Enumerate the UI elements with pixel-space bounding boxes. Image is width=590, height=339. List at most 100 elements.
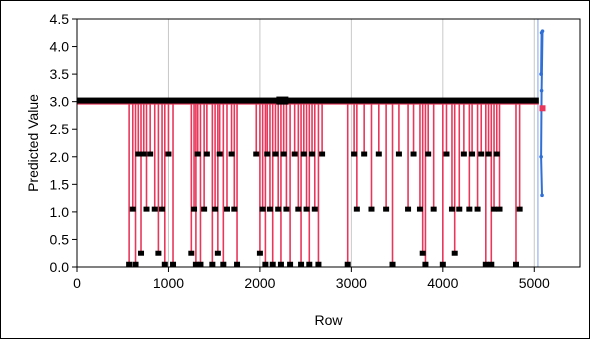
x-tick-label-1: 1000 bbox=[153, 275, 184, 291]
point-marker-11 bbox=[161, 261, 168, 267]
point-marker-9 bbox=[155, 250, 162, 256]
point-marker-78 bbox=[478, 151, 485, 157]
point-marker-75 bbox=[466, 206, 473, 212]
y-tick-label-2: 1.0 bbox=[50, 204, 70, 220]
plot-area bbox=[77, 30, 544, 265]
point-marker-22 bbox=[212, 206, 219, 212]
point-marker-50 bbox=[311, 206, 318, 212]
point-marker-47 bbox=[303, 206, 310, 212]
point-marker-24 bbox=[216, 151, 223, 157]
point-marker-2 bbox=[132, 261, 139, 267]
blue-series-point-2 bbox=[540, 29, 545, 33]
x-tick-label-0: 0 bbox=[73, 275, 81, 291]
point-marker-77 bbox=[474, 206, 481, 212]
point-marker-33 bbox=[262, 261, 269, 267]
point-marker-10 bbox=[159, 206, 166, 212]
point-marker-51 bbox=[315, 261, 322, 267]
point-marker-17 bbox=[194, 151, 201, 157]
x-axis-title: Row bbox=[314, 312, 343, 328]
point-marker-28 bbox=[231, 206, 238, 212]
point-marker-64 bbox=[416, 206, 423, 212]
blue-series-point-5 bbox=[540, 193, 544, 198]
point-marker-67 bbox=[425, 151, 432, 157]
point-marker-3 bbox=[135, 151, 142, 157]
y-tick-label-9: 4.5 bbox=[50, 11, 70, 27]
point-marker-72 bbox=[451, 250, 458, 256]
point-marker-71 bbox=[448, 206, 455, 212]
point-marker-49 bbox=[309, 151, 316, 157]
point-marker-74 bbox=[460, 151, 467, 157]
point-marker-55 bbox=[353, 206, 360, 212]
point-marker-26 bbox=[223, 206, 230, 212]
x-tick-label-5: 5000 bbox=[519, 275, 550, 291]
point-marker-31 bbox=[256, 250, 263, 256]
point-marker-5 bbox=[140, 151, 147, 157]
point-marker-60 bbox=[389, 261, 396, 267]
point-marker-56 bbox=[361, 151, 368, 157]
end-point-marker bbox=[539, 105, 546, 112]
blue-series-point-0 bbox=[539, 72, 543, 76]
x-tick-label-3: 3000 bbox=[336, 275, 367, 291]
point-marker-25 bbox=[220, 261, 227, 267]
point-marker-15 bbox=[191, 206, 198, 212]
point-marker-79 bbox=[482, 261, 489, 267]
base-level-markers bbox=[77, 97, 539, 104]
blue-series-point-3 bbox=[539, 88, 544, 93]
point-marker-84 bbox=[496, 206, 503, 212]
point-marker-68 bbox=[430, 206, 437, 212]
point-marker-69 bbox=[439, 261, 446, 267]
point-marker-18 bbox=[197, 261, 204, 267]
point-marker-86 bbox=[516, 206, 523, 212]
point-marker-16 bbox=[192, 261, 199, 267]
point-marker-40 bbox=[280, 151, 287, 157]
point-marker-53 bbox=[344, 261, 351, 267]
plot-border bbox=[76, 18, 581, 268]
point-marker-73 bbox=[456, 206, 463, 212]
y-tick-label-4: 2.0 bbox=[50, 149, 70, 165]
point-marker-58 bbox=[375, 151, 382, 157]
point-marker-82 bbox=[491, 206, 498, 212]
point-marker-41 bbox=[283, 206, 290, 212]
point-marker-46 bbox=[300, 151, 307, 157]
point-marker-38 bbox=[275, 206, 282, 212]
point-marker-59 bbox=[383, 206, 390, 212]
point-marker-65 bbox=[419, 250, 426, 256]
point-marker-14 bbox=[188, 250, 195, 256]
point-marker-80 bbox=[485, 151, 492, 157]
point-marker-36 bbox=[269, 261, 276, 267]
y-axis-title: Predicted Value bbox=[25, 94, 41, 192]
point-marker-21 bbox=[209, 261, 216, 267]
point-marker-61 bbox=[395, 151, 402, 157]
point-marker-45 bbox=[298, 261, 305, 267]
point-marker-8 bbox=[151, 206, 158, 212]
point-marker-54 bbox=[351, 151, 358, 157]
grid-lines bbox=[167, 19, 539, 267]
blue-series-point-4 bbox=[539, 154, 543, 159]
point-marker-4 bbox=[138, 250, 145, 256]
point-marker-6 bbox=[143, 206, 150, 212]
y-tick-label-8: 4.0 bbox=[50, 39, 70, 55]
point-marker-44 bbox=[295, 206, 302, 212]
point-marker-23 bbox=[214, 250, 221, 256]
point-marker-39 bbox=[277, 261, 284, 267]
point-marker-83 bbox=[493, 151, 500, 157]
point-marker-37 bbox=[272, 151, 279, 157]
y-tick-label-3: 1.5 bbox=[50, 176, 70, 192]
point-marker-1 bbox=[129, 206, 136, 212]
point-marker-81 bbox=[488, 261, 495, 267]
point-marker-32 bbox=[259, 206, 266, 212]
blue-series-line bbox=[540, 30, 544, 196]
point-marker-34 bbox=[264, 151, 271, 157]
point-marker-0 bbox=[126, 261, 133, 267]
point-marker-35 bbox=[266, 206, 273, 212]
base-level-cluster bbox=[276, 96, 289, 105]
point-marker-12 bbox=[165, 151, 172, 157]
y-tick-label-6: 3.0 bbox=[50, 94, 70, 110]
axes: 0.0 0.5 1.0 1.5 2.0 2.5 3.0 3.5 4.0 4.5 0 1000 2000 3… bbox=[50, 11, 581, 291]
point-marker-57 bbox=[368, 206, 375, 212]
point-marker-43 bbox=[291, 151, 298, 157]
y-tick-label-5: 2.5 bbox=[50, 121, 70, 137]
point-marker-62 bbox=[405, 206, 412, 212]
